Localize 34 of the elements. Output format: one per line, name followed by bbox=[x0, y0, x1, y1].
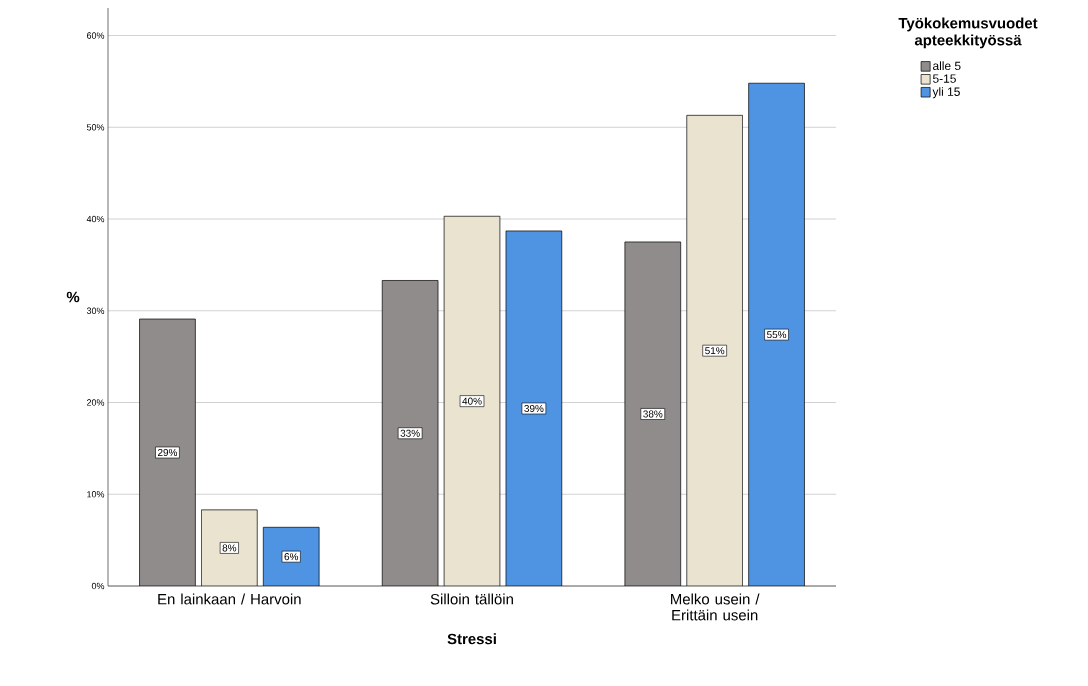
data-label: 39% bbox=[524, 404, 544, 412]
y-axis-title: % bbox=[66, 291, 80, 303]
y-tick-label: 30% bbox=[86, 307, 105, 314]
data-label: 33% bbox=[400, 429, 420, 437]
y-tick-label: 0% bbox=[91, 582, 105, 590]
legend-title: Työkokemusvuodet apteekkityössä bbox=[898, 17, 1038, 49]
x-axis-title: Stressi bbox=[447, 633, 496, 645]
bar bbox=[381, 280, 439, 586]
bar bbox=[443, 215, 501, 586]
bar bbox=[624, 241, 682, 586]
x-tick-label: En lainkaan / Harvoin bbox=[158, 593, 301, 605]
data-label: 8% bbox=[222, 544, 237, 552]
bar bbox=[505, 230, 563, 586]
x-tick-label: Silloin tällöin bbox=[430, 593, 513, 605]
y-tick-label: 40% bbox=[86, 215, 105, 223]
y-tick-label: 20% bbox=[86, 399, 105, 406]
data-label: 55% bbox=[766, 331, 787, 339]
y-tick-label: 10% bbox=[87, 491, 105, 498]
legend-label: 5-15 bbox=[932, 74, 956, 83]
data-label: 40% bbox=[462, 397, 482, 405]
x-tick-label: Melko usein / Erittäin usein bbox=[671, 593, 760, 621]
y-tick-label: 50% bbox=[86, 124, 105, 131]
bar bbox=[686, 114, 743, 586]
legend-label: yli 15 bbox=[932, 87, 960, 99]
data-label: 29% bbox=[157, 448, 178, 457]
data-label: 38% bbox=[643, 410, 663, 418]
bar bbox=[201, 509, 258, 586]
data-label: 51% bbox=[705, 347, 725, 355]
data-label: 6% bbox=[284, 553, 299, 561]
bar bbox=[139, 318, 196, 586]
bar bbox=[262, 526, 320, 586]
legend-label: alle 5 bbox=[932, 61, 961, 71]
y-tick-label: 60% bbox=[86, 32, 105, 39]
bar bbox=[748, 82, 805, 586]
